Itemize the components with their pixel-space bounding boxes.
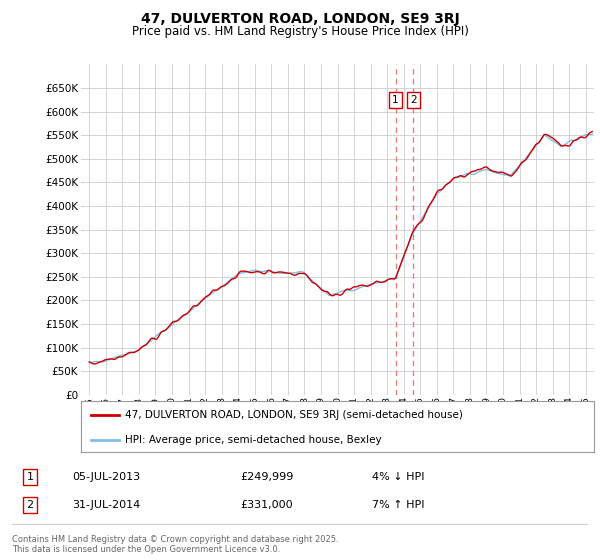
Text: £249,999: £249,999 — [240, 472, 293, 482]
Text: Contains HM Land Registry data © Crown copyright and database right 2025.
This d: Contains HM Land Registry data © Crown c… — [12, 535, 338, 554]
Text: 05-JUL-2013: 05-JUL-2013 — [72, 472, 140, 482]
Text: £331,000: £331,000 — [240, 500, 293, 510]
Text: 2: 2 — [410, 95, 416, 105]
Text: 47, DULVERTON ROAD, LONDON, SE9 3RJ: 47, DULVERTON ROAD, LONDON, SE9 3RJ — [140, 12, 460, 26]
Text: HPI: Average price, semi-detached house, Bexley: HPI: Average price, semi-detached house,… — [125, 435, 381, 445]
Text: 31-JUL-2014: 31-JUL-2014 — [72, 500, 140, 510]
Text: 1: 1 — [26, 472, 34, 482]
Text: Price paid vs. HM Land Registry's House Price Index (HPI): Price paid vs. HM Land Registry's House … — [131, 25, 469, 38]
Text: 7% ↑ HPI: 7% ↑ HPI — [372, 500, 425, 510]
Text: 4% ↓ HPI: 4% ↓ HPI — [372, 472, 425, 482]
Text: 2: 2 — [26, 500, 34, 510]
Text: 47, DULVERTON ROAD, LONDON, SE9 3RJ (semi-detached house): 47, DULVERTON ROAD, LONDON, SE9 3RJ (sem… — [125, 410, 463, 420]
Text: 1: 1 — [392, 95, 399, 105]
